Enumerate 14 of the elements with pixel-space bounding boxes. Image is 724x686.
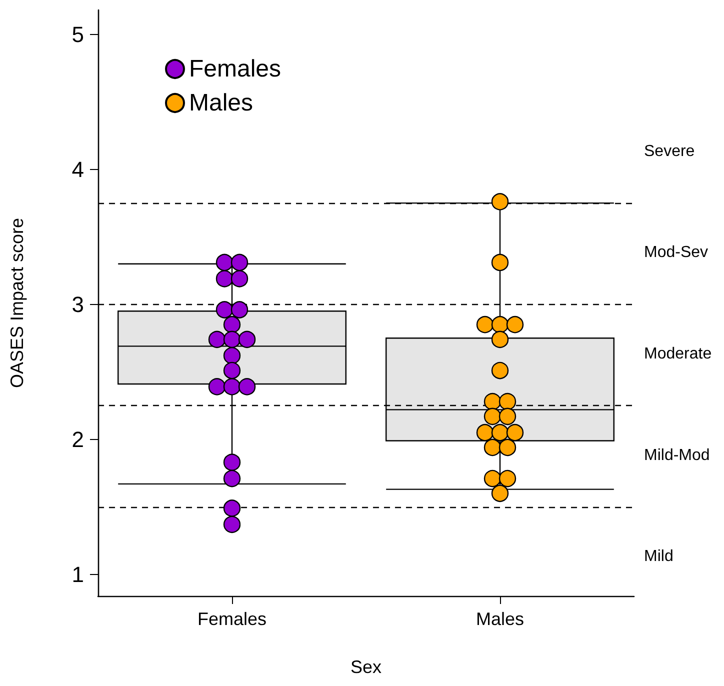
y-tick-label: 2	[72, 426, 84, 452]
x-axis-title: Sex	[350, 657, 382, 677]
y-tick-label: 5	[72, 22, 84, 47]
text: Moderate	[644, 345, 712, 362]
text: Mild	[644, 548, 674, 566]
text: Severe	[644, 142, 695, 160]
legend-label: Females	[189, 56, 282, 82]
y-tick-label: 1	[72, 562, 84, 587]
text: Mod-Sev	[644, 244, 708, 262]
y-tick-label: 3	[72, 292, 84, 317]
y-tick-label: 4	[72, 156, 84, 182]
text: Mild-Mod	[644, 446, 710, 464]
y-axis-title: OASES Impact score	[7, 218, 27, 388]
legend-label: Males	[189, 90, 254, 116]
